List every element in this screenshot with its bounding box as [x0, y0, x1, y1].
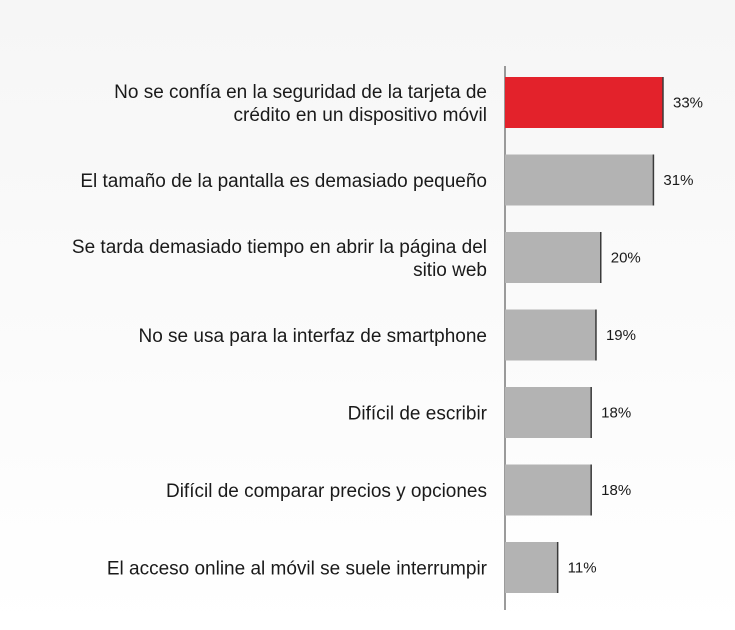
bar-6 — [505, 464, 592, 516]
category-label-line: El tamaño de la pantalla es demasiado pe… — [80, 171, 487, 192]
bar-3 — [505, 232, 601, 283]
category-label-line: sitio web — [413, 260, 487, 281]
value-label-4: 19% — [606, 327, 636, 344]
bar-2 — [505, 154, 654, 206]
category-label-1: No se confía en la seguridad de la tarje… — [114, 82, 487, 126]
bar-7 — [505, 542, 558, 593]
category-labels-group: No se confía en la seguridad de la tarje… — [72, 82, 488, 580]
value-labels-group: 33% 31% 20% 19% 18% 18% 11% — [568, 95, 703, 577]
category-label-3: Se tarda demasiado tiempo en abrir la pá… — [72, 237, 487, 281]
category-label-line: crédito en un dispositivo móvil — [234, 105, 487, 126]
value-label-5: 18% — [601, 405, 631, 422]
bars-group — [505, 77, 664, 593]
category-label-line: Se tarda demasiado tiempo en abrir la pá… — [72, 237, 487, 258]
value-label-2: 31% — [663, 172, 693, 189]
value-label-6: 18% — [601, 482, 631, 499]
category-label-5: Difícil de escribir — [348, 404, 488, 425]
category-label-6: Difícil de comparar precios y opciones — [166, 481, 487, 502]
value-label-7: 11% — [568, 560, 597, 577]
category-label-line: No se confía en la seguridad de la tarje… — [114, 82, 487, 103]
value-label-1: 33% — [673, 95, 703, 112]
category-label-4: No se usa para la interfaz de smartphone — [138, 326, 487, 347]
bar-5 — [505, 387, 592, 438]
category-label-7: El acceso online al móvil se suele inter… — [107, 559, 488, 580]
bar-1 — [505, 77, 663, 128]
category-label-line: Difícil de comparar precios y opciones — [166, 481, 487, 502]
category-label-line: Difícil de escribir — [348, 404, 488, 425]
category-label-2: El tamaño de la pantalla es demasiado pe… — [80, 171, 487, 192]
bar-4 — [505, 309, 596, 361]
category-label-line: El acceso online al móvil se suele inter… — [107, 559, 488, 580]
value-label-3: 20% — [611, 250, 641, 267]
category-label-line: No se usa para la interfaz de smartphone — [138, 326, 487, 347]
